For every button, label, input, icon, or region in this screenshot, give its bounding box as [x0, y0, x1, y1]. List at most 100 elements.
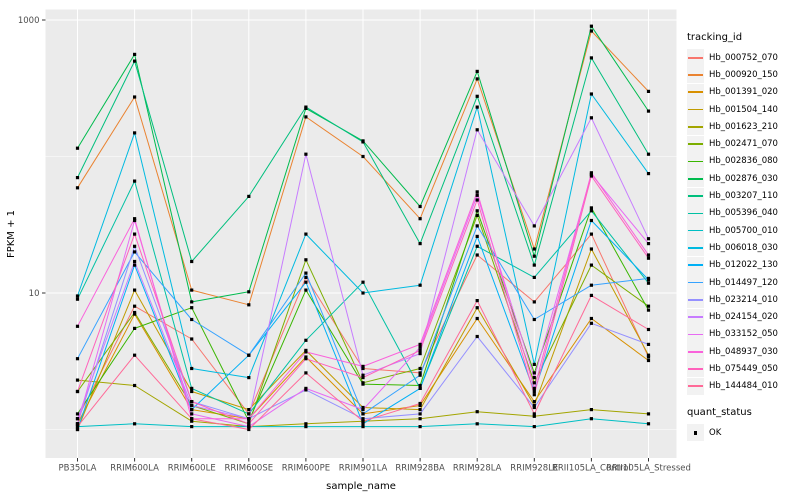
data-point	[532, 300, 536, 304]
data-point	[304, 350, 308, 354]
legend-line-icon	[688, 56, 703, 59]
legend-line-icon	[688, 91, 703, 94]
data-point	[589, 408, 593, 412]
data-point	[475, 334, 479, 339]
data-point	[247, 408, 251, 412]
legend-key-line-swatch	[687, 291, 704, 309]
legend-key-line-swatch	[687, 83, 704, 101]
data-point	[418, 371, 422, 375]
legend-item-label: Hb_002876_030	[709, 173, 778, 184]
data-point	[361, 373, 365, 377]
data-point	[133, 310, 137, 315]
legend-line-icon	[688, 298, 703, 301]
data-point	[589, 206, 593, 210]
data-point	[418, 408, 422, 412]
legend-item: Hb_144484_010	[687, 377, 799, 395]
legend-item-label: Hb_001504_140	[709, 104, 778, 115]
data-point	[646, 358, 651, 363]
legend-item: Hb_023214_010	[687, 291, 799, 309]
legend-key-line-swatch	[687, 49, 704, 67]
data-point	[75, 417, 80, 421]
data-point	[418, 403, 422, 408]
data-point	[304, 115, 308, 119]
data-point	[304, 422, 308, 426]
data-point	[532, 247, 536, 251]
legend-line-icon	[688, 264, 703, 267]
data-point	[475, 410, 479, 414]
data-point	[361, 419, 365, 423]
legend-item: Hb_024154_020	[687, 308, 799, 326]
legend-key-line-swatch	[687, 187, 704, 205]
data-point	[133, 250, 137, 254]
legend-line-icon	[688, 368, 703, 370]
legend-item-label: Hb_002836_080	[709, 156, 778, 167]
data-point	[361, 405, 365, 410]
data-point	[133, 179, 137, 183]
data-point	[646, 327, 651, 332]
x-tick-label: RRII105LA_Stressed	[606, 464, 691, 474]
data-point	[418, 345, 422, 349]
legend-item: Hb_006018_030	[687, 239, 799, 257]
data-point	[532, 403, 536, 408]
data-point	[646, 355, 651, 359]
x-tick-label: RRIM928LA	[453, 464, 502, 474]
data-point	[190, 288, 194, 292]
data-point	[304, 258, 308, 262]
data-point	[475, 77, 479, 81]
quant-status-legend-items: OK	[687, 424, 799, 442]
data-point	[361, 408, 365, 412]
data-point	[190, 408, 194, 412]
data-point	[532, 386, 536, 390]
data-point	[75, 146, 80, 150]
data-point	[532, 275, 536, 279]
data-point	[646, 109, 651, 113]
legend-key-line-swatch	[687, 274, 704, 291]
data-point	[304, 280, 308, 284]
data-point	[133, 326, 137, 330]
x-tick-label: RRIM928LE	[510, 464, 558, 474]
x-tick-label: RRII105LA_Control	[552, 464, 631, 474]
data-point	[361, 291, 365, 295]
data-point	[133, 304, 137, 308]
data-point	[589, 417, 593, 421]
data-point	[418, 417, 422, 421]
data-point	[589, 293, 593, 297]
quant-status-legend-title: quant_status	[687, 406, 752, 418]
data-point	[190, 417, 194, 421]
data-point	[475, 253, 479, 257]
legend-line-icon	[688, 247, 703, 249]
data-point	[475, 128, 479, 132]
data-point	[418, 348, 422, 352]
data-point	[646, 412, 651, 416]
data-point	[133, 288, 137, 292]
data-point	[361, 425, 365, 429]
legend-key-line-swatch	[687, 239, 704, 257]
data-point	[361, 154, 365, 159]
legend-line-icon	[688, 229, 703, 232]
legend-item: Hb_003207_110	[687, 187, 799, 205]
data-point	[247, 419, 251, 423]
data-point	[75, 378, 80, 382]
legend-item: Hb_012022_130	[687, 256, 799, 274]
data-point	[304, 371, 308, 375]
data-point	[247, 194, 251, 198]
legend-key-line-swatch	[687, 118, 704, 136]
data-point	[304, 232, 308, 236]
data-point	[475, 299, 479, 303]
data-point	[532, 317, 536, 322]
data-point	[361, 417, 365, 421]
data-point	[304, 288, 308, 292]
data-point	[418, 352, 422, 356]
data-point	[190, 389, 194, 394]
legend-line-icon	[688, 108, 703, 111]
legend-line-icon	[688, 333, 703, 336]
data-point	[646, 237, 651, 241]
y-tick-label: 1000	[18, 16, 40, 26]
x-tick-label: RRIM901LA	[339, 464, 388, 474]
legend-key-line-swatch	[687, 152, 704, 170]
x-tick-label: RRIM928BA	[395, 464, 445, 474]
x-tick-label: RRIM600SE	[224, 464, 273, 474]
data-point	[646, 308, 651, 312]
data-point	[190, 419, 194, 423]
data-point	[190, 306, 194, 310]
